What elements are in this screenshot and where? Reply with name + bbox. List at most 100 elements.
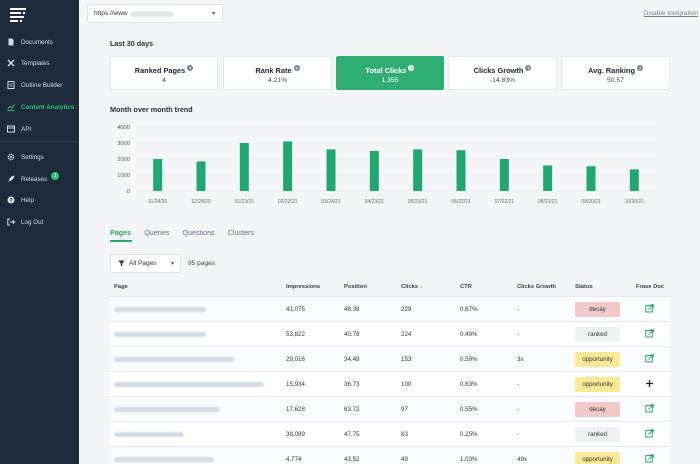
x-tick-label: 03/24/21 bbox=[321, 199, 341, 205]
cell-impressions: 29,016 bbox=[286, 356, 305, 363]
bar-11/24/20[interactable] bbox=[153, 159, 163, 191]
site-url-redacted bbox=[129, 10, 174, 17]
kpi-label: Rank Rate bbox=[255, 66, 292, 75]
open-doc-icon[interactable] bbox=[645, 429, 654, 438]
col-position[interactable]: Position bbox=[344, 284, 367, 290]
info-icon[interactable]: ? bbox=[293, 65, 300, 71]
col-clicks[interactable]: Clicks ↓ bbox=[401, 284, 423, 290]
col-impressions[interactable]: Impressions bbox=[286, 284, 321, 290]
info-icon[interactable]: ? bbox=[187, 65, 194, 71]
page-url-redacted[interactable] bbox=[114, 332, 206, 337]
sidebar-item-outline-builder[interactable]: Outline Builder bbox=[0, 76, 79, 94]
status-badge: opportunity bbox=[575, 452, 620, 464]
x-tick-label: 05/23/21 bbox=[408, 199, 428, 205]
tab-questions[interactable]: Questions bbox=[182, 228, 215, 237]
open-doc-icon[interactable] bbox=[645, 354, 654, 363]
col-frase-doc[interactable]: Frase Doc bbox=[636, 284, 665, 290]
page-filter-select[interactable]: All Pages ▾ bbox=[110, 254, 181, 273]
sidebar-item-documents[interactable]: Documents bbox=[0, 33, 79, 51]
open-doc-icon[interactable] bbox=[645, 329, 654, 338]
page-url-redacted[interactable] bbox=[114, 407, 220, 412]
cell-clicks: 83 bbox=[401, 431, 408, 438]
open-doc-icon[interactable] bbox=[645, 304, 654, 313]
x-tick-label: 01/23/21 bbox=[235, 199, 255, 205]
kpi-label: Total Clicks bbox=[365, 66, 407, 75]
kpi-avg-ranking[interactable]: Avg. Ranking? 50.57 bbox=[561, 56, 670, 90]
status-badge: opportunity bbox=[575, 377, 620, 392]
bar-03/24/21[interactable] bbox=[326, 149, 336, 191]
cell-impressions: 38,089 bbox=[286, 431, 305, 438]
kpi-total-clicks[interactable]: Total Clicks? 1,355 bbox=[336, 56, 444, 90]
cell-ctr: 0.25% bbox=[460, 431, 478, 438]
kpi-clicks-growth[interactable]: Clicks Growth? -14.83% bbox=[448, 56, 557, 90]
info-icon[interactable]: ? bbox=[525, 65, 532, 71]
info-icon[interactable]: ? bbox=[408, 65, 415, 71]
bar-08/21/21[interactable] bbox=[543, 165, 553, 191]
disable-integration-link[interactable]: Disable Integration bbox=[643, 10, 698, 17]
page-url-redacted[interactable] bbox=[114, 357, 234, 362]
sidebar-item-log-out[interactable]: Log Out bbox=[0, 213, 79, 231]
plus-icon[interactable] bbox=[645, 379, 654, 388]
kpi-label: Avg. Ranking bbox=[588, 66, 635, 75]
sidebar-item-help[interactable]: ? Help bbox=[0, 191, 79, 209]
col-status[interactable]: Status bbox=[575, 284, 593, 290]
page-url-redacted[interactable] bbox=[114, 457, 214, 462]
sidebar-item-content-analytics[interactable]: Content Analytics bbox=[0, 98, 79, 116]
kpi-value: -14.83% bbox=[489, 77, 516, 84]
bar-09/20/21[interactable] bbox=[586, 166, 596, 191]
info-icon[interactable]: ? bbox=[636, 65, 643, 71]
sidebar-item-settings[interactable]: Settings bbox=[0, 148, 79, 166]
kpi-label: Ranked Pages bbox=[134, 66, 186, 75]
bar-07/22/21[interactable] bbox=[499, 159, 509, 191]
tab-queries[interactable]: Queries bbox=[144, 228, 170, 237]
bar-01/23/21[interactable] bbox=[239, 143, 249, 191]
page-url-redacted[interactable] bbox=[114, 382, 264, 387]
bar-04/23/21[interactable] bbox=[369, 151, 379, 191]
x-tick-label: 12/24/20 bbox=[191, 199, 211, 205]
x-tick-label: 09/20/21 bbox=[581, 199, 601, 205]
sidebar-divider bbox=[0, 141, 79, 142]
kpi-label: Clicks Growth bbox=[473, 66, 524, 75]
page-url-redacted[interactable] bbox=[114, 432, 184, 437]
bar-06/22/21[interactable] bbox=[456, 150, 466, 191]
bar-02/22/21[interactable] bbox=[283, 141, 293, 191]
cell-position: 36.73 bbox=[344, 381, 360, 388]
bar-12/24/20[interactable] bbox=[196, 161, 206, 191]
sidebar-item-label: Settings bbox=[21, 153, 44, 161]
table-row[interactable]: 29,016 34.49 153 0.59% 3x opportunity bbox=[110, 346, 670, 371]
bar-05/23/21[interactable] bbox=[413, 149, 423, 191]
sidebar-item-api[interactable]: API bbox=[0, 120, 79, 138]
table-row[interactable]: 41,075 48.39 229 0.67% - decay bbox=[110, 296, 670, 321]
col-clicks-growth[interactable]: Clicks Growth bbox=[517, 284, 556, 290]
site-url-select[interactable]: https://www ▾ bbox=[87, 4, 223, 23]
kpi-ranked-pages[interactable]: Ranked Pages? 4 bbox=[110, 56, 218, 90]
cell-clicks: 97 bbox=[401, 406, 408, 413]
tab-pages[interactable]: Pages bbox=[110, 228, 132, 237]
table-row[interactable]: 53,822 40.78 224 0.49% - ranked bbox=[110, 321, 670, 346]
cell-impressions: 41,075 bbox=[286, 306, 305, 313]
col-page[interactable]: Page bbox=[114, 284, 128, 290]
table-header: Page Impressions Position Clicks ↓ CTR C… bbox=[110, 280, 670, 296]
cell-position: 48.39 bbox=[344, 306, 360, 313]
x-tick-label: 08/21/21 bbox=[538, 199, 558, 205]
cell-growth: - bbox=[517, 406, 520, 413]
bar-10/20/21[interactable] bbox=[629, 169, 639, 191]
frase-logo-icon[interactable] bbox=[9, 6, 27, 24]
table-row[interactable]: 4,774 43.52 49 1.03% 49x opportunity bbox=[110, 446, 670, 464]
table-row[interactable]: 17,628 63.72 97 0.55% - decay bbox=[110, 396, 670, 421]
col-ctr[interactable]: CTR bbox=[460, 284, 472, 290]
table-row[interactable]: 15,934 36.73 100 0.63% - opportunity bbox=[110, 371, 670, 396]
cell-ctr: 1.03% bbox=[460, 456, 478, 463]
cell-growth: - bbox=[517, 381, 520, 388]
cell-ctr: 0.49% bbox=[460, 331, 478, 338]
open-doc-icon[interactable] bbox=[645, 404, 654, 413]
page-url-redacted[interactable] bbox=[114, 307, 206, 312]
table-row[interactable]: 38,089 47.75 83 0.25% - ranked bbox=[110, 421, 670, 446]
tab-clusters[interactable]: Clusters bbox=[227, 228, 255, 237]
cell-clicks: 224 bbox=[401, 331, 412, 338]
open-doc-icon[interactable] bbox=[645, 454, 654, 463]
cell-position: 34.49 bbox=[344, 356, 360, 363]
kpi-rank-rate[interactable]: Rank Rate? 4.21% bbox=[223, 56, 332, 90]
sidebar-item-releases[interactable]: Releases 1 bbox=[0, 170, 79, 188]
sidebar-item-templates[interactable]: Templates bbox=[0, 54, 79, 72]
